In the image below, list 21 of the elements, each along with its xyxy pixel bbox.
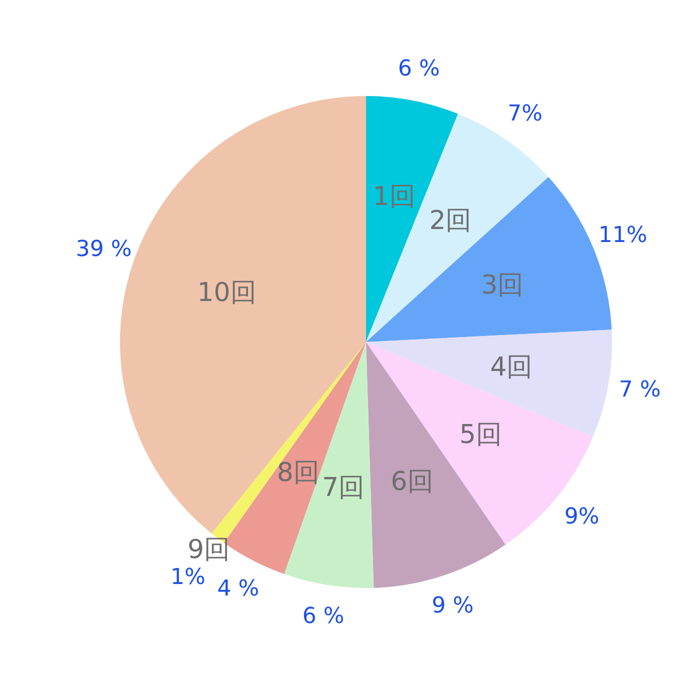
data-label: 6 %	[398, 56, 440, 82]
pie-slice	[366, 342, 506, 588]
slice-label: 9回	[188, 535, 230, 566]
slice-label: 4回	[490, 352, 533, 382]
data-label: 39 %	[76, 236, 132, 262]
data-label: 1%	[170, 565, 206, 590]
data-label: 7%	[508, 102, 543, 127]
data-label: 11%	[598, 223, 648, 248]
data-label: 4 %	[217, 576, 260, 602]
data-label: 9 %	[432, 594, 474, 619]
data-label: 6 %	[302, 604, 344, 630]
slice-label: 6回	[390, 467, 434, 498]
slice-label: 8回	[276, 458, 320, 488]
slice-label: 7回	[322, 472, 365, 503]
slice-label: 3回	[481, 270, 524, 301]
slice-label: 1回	[372, 182, 416, 212]
data-label: 9%	[564, 504, 600, 530]
slice-label: 2回	[429, 206, 472, 236]
slice-label: 10回	[197, 278, 256, 308]
slice-label: 5回	[459, 420, 502, 450]
data-label: 7 %	[618, 377, 661, 402]
